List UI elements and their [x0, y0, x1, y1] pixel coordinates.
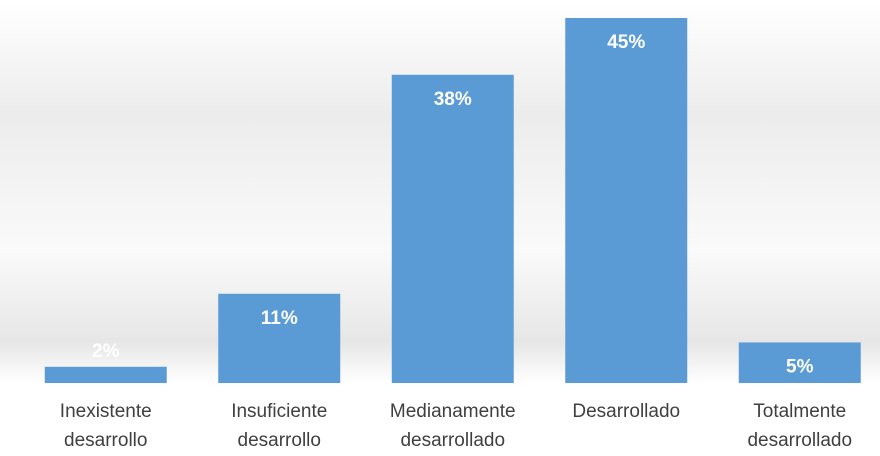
bar — [565, 18, 688, 383]
value-label: 2% — [92, 341, 120, 362]
x-tick-label: Desarrollado — [572, 401, 680, 422]
bar — [391, 74, 514, 384]
x-tick-label: Totalmente desarrollado — [747, 401, 852, 451]
bar — [44, 366, 167, 383]
x-tick-label: Inexistente desarrollo — [60, 401, 152, 451]
value-label: 38% — [434, 89, 472, 110]
value-label: 11% — [261, 308, 298, 329]
bar — [738, 342, 861, 383]
x-tick-label: Medianamente desarrollado — [390, 401, 516, 451]
bar — [218, 293, 341, 383]
x-tick-label: Insuficiente desarrollo — [231, 401, 327, 451]
value-label: 45% — [607, 32, 645, 53]
value-label: 5% — [786, 356, 814, 377]
